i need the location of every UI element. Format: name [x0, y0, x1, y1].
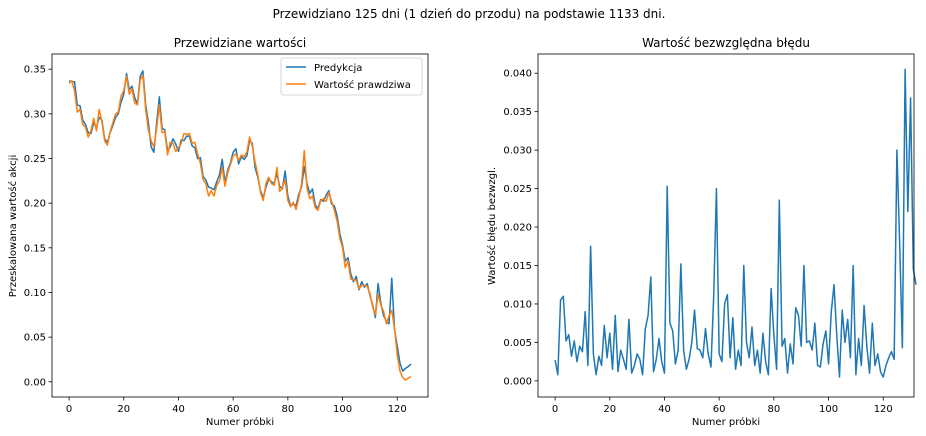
- right-y-axis-label: Wartość błędu bezwzgl.: [486, 167, 498, 285]
- left-y-axis-label: Przeskalowana wartość akcji: [7, 155, 19, 298]
- left-y-tick-label: 0.15: [24, 243, 46, 254]
- right-x-tick-label: 120: [874, 404, 893, 415]
- legend: Predykcja Wartość prawdziwa: [280, 57, 423, 96]
- right-chart-title: Wartość bezwzględna błędu: [642, 36, 810, 50]
- right-y-tick-label: 0.020: [503, 223, 532, 234]
- legend-box: [280, 57, 423, 96]
- right-x-tick-label: 20: [603, 404, 616, 415]
- left-x-tick-label: 0: [66, 404, 72, 415]
- left-y-tick-label: 0.00: [24, 377, 46, 388]
- left-y-tick-label: 0.10: [24, 288, 46, 299]
- series-line-predykcja: [68, 70, 412, 372]
- right-y-tick-label: 0.015: [503, 261, 532, 272]
- left-chart-title: Przewidziane wartości: [174, 36, 307, 50]
- left-y-tick-label: 0.25: [24, 154, 46, 165]
- right-y-tick-label: 0.040: [503, 69, 532, 80]
- right-axis-ticks: 0 20 40 60 80 100 120 0.000 0.005 0.010 0.015 0.020…: [503, 69, 892, 415]
- left-x-tick-label: 100: [333, 404, 352, 415]
- left-x-tick-label: 60: [227, 404, 240, 415]
- left-x-tick-label: 80: [281, 404, 294, 415]
- right-x-axis-label: Numer próbki: [692, 416, 760, 428]
- left-plot-frame: [51, 53, 429, 398]
- left-y-tick-label: 0.20: [24, 199, 46, 210]
- left-x-tick-label: 20: [117, 404, 130, 415]
- left-y-tick-label: 0.30: [24, 109, 46, 120]
- right-x-tick-label: 80: [767, 404, 780, 415]
- left-axis-ticks: 0 20 40 60 80 100 120 0.00 0.05 0.10 0.15 0.20 0.25 0…: [24, 65, 407, 415]
- right-y-tick-label: 0.025: [503, 184, 532, 195]
- left-y-tick-label: 0.05: [24, 333, 46, 344]
- left-x-tick-label: 40: [172, 404, 185, 415]
- right-y-tick-label: 0.005: [503, 338, 532, 349]
- legend-label-predykcja: Predykcja: [314, 63, 362, 74]
- right-x-tick-label: 100: [819, 404, 838, 415]
- right-y-tick-label: 0.030: [503, 146, 532, 157]
- right-y-tick-label: 0.035: [503, 107, 532, 118]
- right-series-lines: [554, 68, 917, 378]
- right-plot-frame: [537, 53, 915, 398]
- left-y-tick-label: 0.35: [24, 65, 46, 76]
- right-y-tick-label: 0.010: [503, 299, 532, 310]
- left-x-tick-label: 120: [388, 404, 407, 415]
- right-x-tick-label: 40: [658, 404, 671, 415]
- predicted-values-panel: Przewidziane wartości Numer próbki Przes…: [7, 36, 429, 428]
- series-line-absolute-error: [554, 68, 917, 378]
- right-x-tick-label: 0: [552, 404, 558, 415]
- figure-suptitle: Przewidziano 125 dni (1 dzień do przodu)…: [273, 7, 666, 21]
- absolute-error-panel: Wartość bezwzględna błędu Numer próbki W…: [486, 36, 917, 428]
- left-series-lines: [68, 70, 412, 381]
- right-x-tick-label: 60: [713, 404, 726, 415]
- right-y-tick-label: 0.000: [503, 376, 532, 387]
- series-line-wartość-prawdziwa: [68, 74, 412, 381]
- left-x-axis-label: Numer próbki: [206, 416, 274, 428]
- legend-label-wartosc-prawdziwa: Wartość prawdziwa: [314, 79, 411, 91]
